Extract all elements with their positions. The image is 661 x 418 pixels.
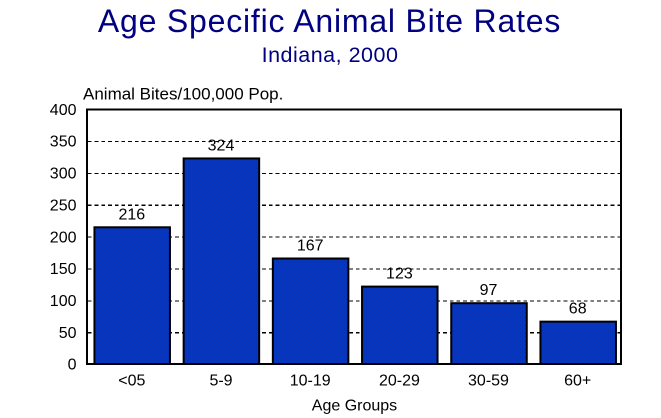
svg-text:10-19: 10-19 (290, 373, 331, 390)
svg-text:150: 150 (50, 261, 77, 278)
svg-text:30-59: 30-59 (468, 373, 509, 390)
svg-text:123: 123 (386, 266, 413, 283)
svg-text:250: 250 (50, 198, 77, 215)
svg-text:167: 167 (297, 238, 324, 255)
svg-text:350: 350 (50, 134, 77, 151)
svg-text:0: 0 (68, 357, 77, 374)
svg-text:68: 68 (569, 301, 587, 318)
svg-text:97: 97 (480, 282, 498, 299)
svg-text:Animal Bites/100,000 Pop.: Animal Bites/100,000 Pop. (83, 85, 283, 104)
svg-text:<05: <05 (118, 373, 145, 390)
svg-text:50: 50 (59, 325, 77, 342)
svg-text:216: 216 (118, 206, 145, 223)
svg-text:100: 100 (50, 293, 77, 310)
svg-text:Indiana, 2000: Indiana, 2000 (262, 43, 399, 67)
svg-text:300: 300 (50, 166, 77, 183)
svg-text:20-29: 20-29 (379, 373, 420, 390)
svg-text:200: 200 (50, 229, 77, 246)
svg-text:400: 400 (50, 102, 77, 119)
svg-text:324: 324 (208, 137, 235, 154)
svg-text:Age Specific Animal Bite Rates: Age Specific Animal Bite Rates (98, 3, 561, 39)
svg-text:5-9: 5-9 (209, 373, 232, 390)
svg-text:60+: 60+ (564, 373, 591, 390)
svg-text:Age Groups: Age Groups (312, 398, 397, 415)
